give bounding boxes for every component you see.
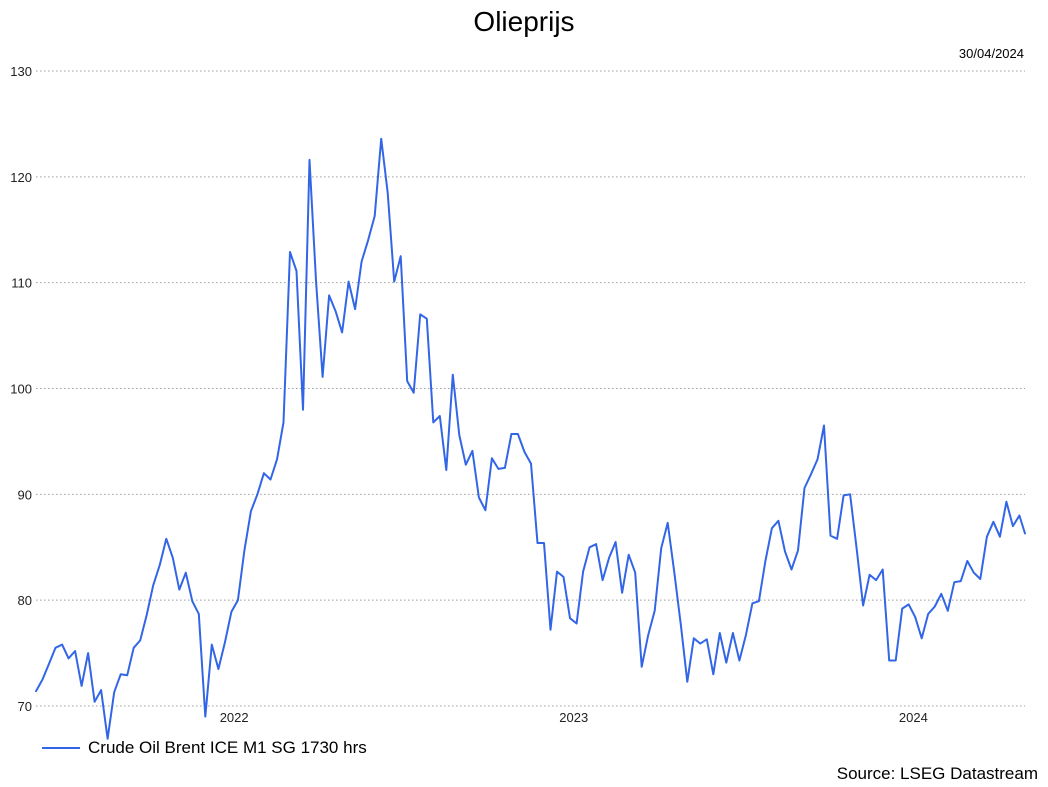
source-note: Source: LSEG Datastream bbox=[836, 764, 1038, 783]
as-of-date: 30/04/2024 bbox=[958, 46, 1024, 61]
x-tick-label-2024: 2024 bbox=[899, 710, 928, 725]
legend: Crude Oil Brent ICE M1 SG 1730 hrs bbox=[42, 738, 367, 758]
legend-swatch bbox=[42, 747, 80, 749]
gridlines bbox=[36, 70, 1025, 707]
y-tick-label-110: 110 bbox=[11, 276, 32, 291]
legend-label: Crude Oil Brent ICE M1 SG 1730 hrs bbox=[88, 738, 367, 757]
y-tick-label-130: 130 bbox=[10, 64, 32, 79]
y-tick-label-100: 100 bbox=[10, 382, 32, 397]
y-tick-label-70: 70 bbox=[18, 699, 32, 714]
y-tick-label-80: 80 bbox=[18, 593, 32, 608]
chart-title: Olieprijs bbox=[473, 6, 575, 37]
y-tick-label-120: 120 bbox=[10, 170, 32, 185]
y-tick-label-90: 90 bbox=[18, 487, 32, 502]
series-line-0 bbox=[35, 137, 1026, 740]
x-tick-label-2022: 2022 bbox=[220, 710, 249, 725]
x-tick-label-2023: 2023 bbox=[559, 710, 588, 725]
y-axis-tick-labels: 70 80 90 100 110 120 130 bbox=[10, 64, 32, 714]
x-axis-tick-labels: 2022 2023 2024 bbox=[220, 710, 928, 725]
series-layer bbox=[35, 137, 1026, 740]
